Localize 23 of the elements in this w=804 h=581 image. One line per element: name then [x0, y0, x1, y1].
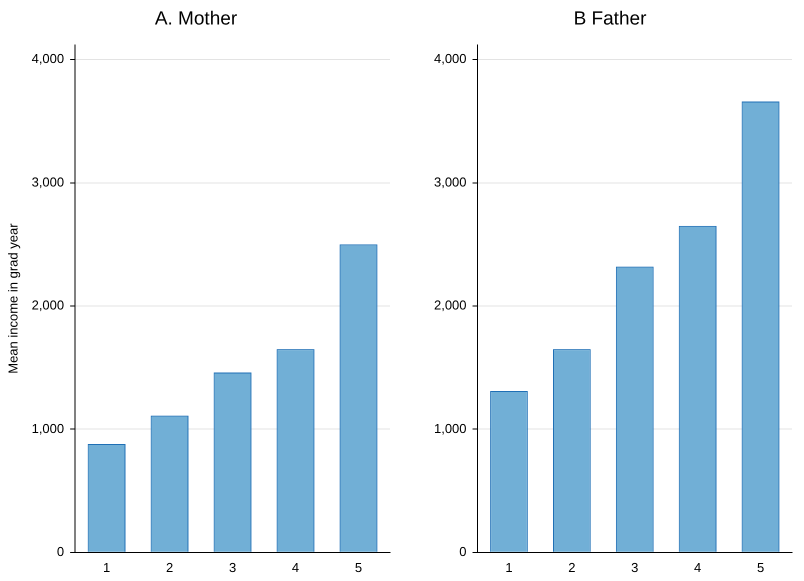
x-tick-label: 5 — [756, 560, 764, 575]
x-tick-label: 1 — [505, 560, 513, 575]
x-tick-label: 4 — [694, 560, 702, 575]
chart-title: B Father — [574, 8, 648, 30]
x-tick-label: 2 — [568, 560, 576, 575]
y-tick-label: 2,000 — [434, 298, 467, 313]
x-tick-label: 3 — [228, 560, 236, 575]
x-tick-label: 3 — [631, 560, 638, 575]
y-tick-label: 1,000 — [434, 420, 467, 436]
y-tick-label: 4,000 — [434, 51, 467, 66]
y-tick-label: 4,000 — [32, 51, 64, 66]
y-axis-title: Mean income in grad year — [5, 222, 20, 374]
x-tick-label: 5 — [354, 560, 362, 575]
y-tick-label: 3,000 — [32, 174, 64, 190]
y-tick-label: 1,000 — [32, 420, 64, 436]
y-tick-label: 0 — [56, 544, 64, 559]
y-tick-label: 0 — [459, 544, 467, 559]
x-tick-label: 4 — [292, 560, 300, 575]
y-tick-label: 2,000 — [32, 298, 64, 313]
x-tick-label: 2 — [166, 560, 174, 575]
chart-title: A. Mother — [154, 8, 238, 30]
x-tick-label: 1 — [103, 560, 110, 575]
y-tick-label: 3,000 — [434, 174, 467, 190]
